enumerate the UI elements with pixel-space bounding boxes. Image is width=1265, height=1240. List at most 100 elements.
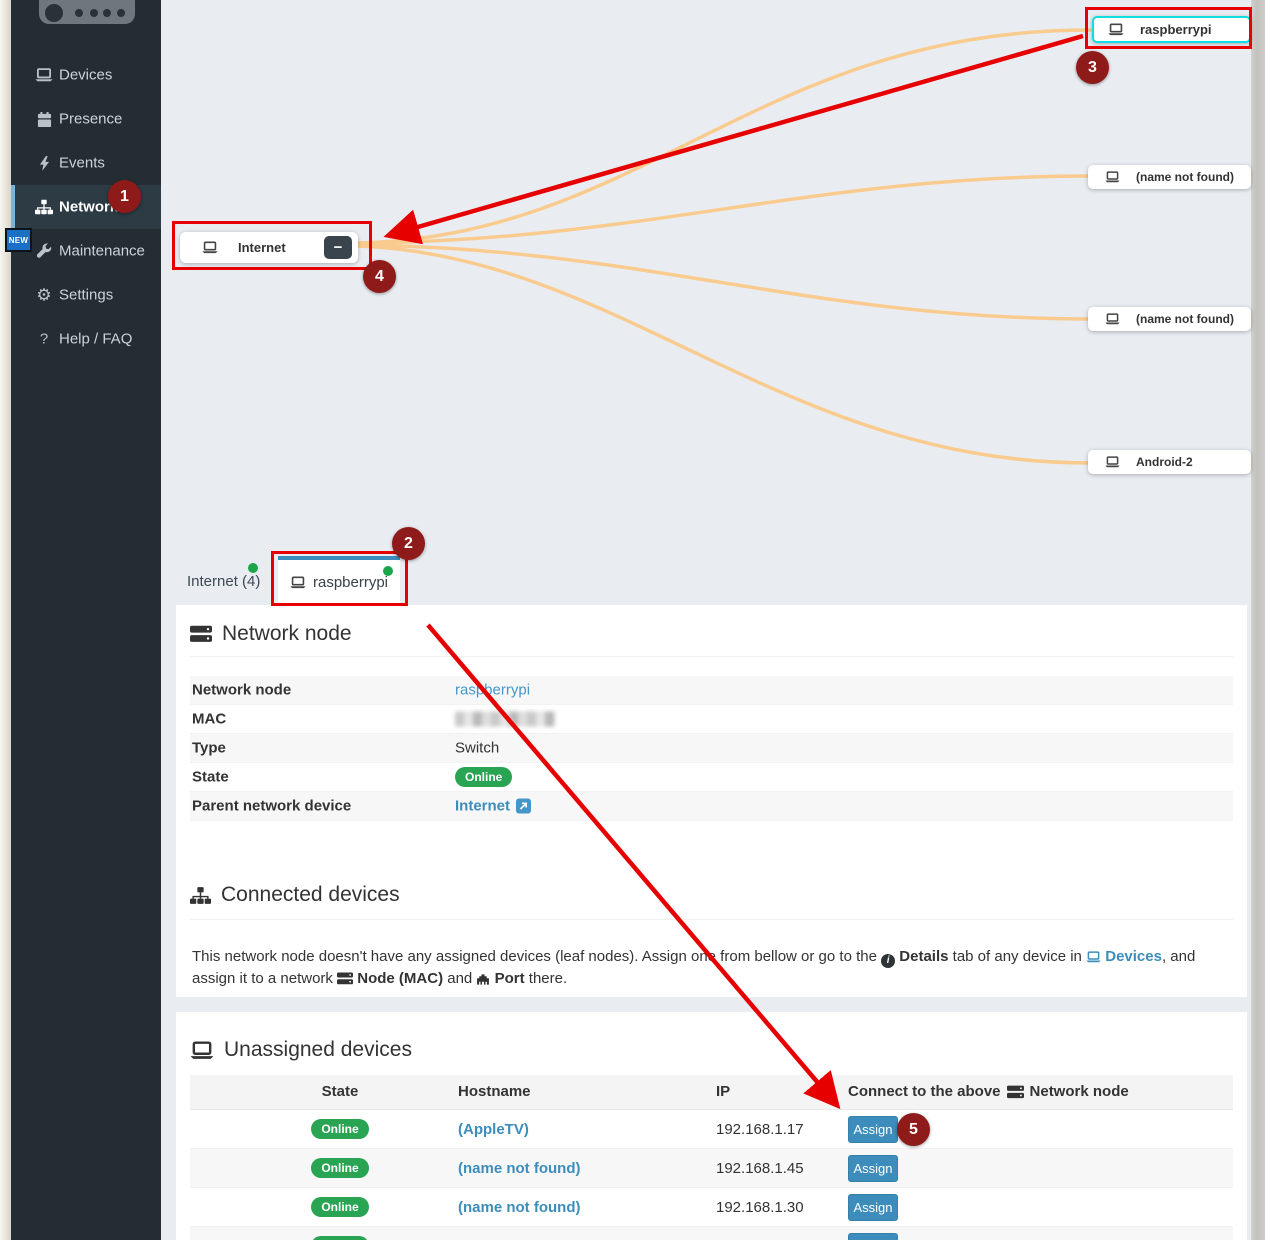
laptop-icon — [1108, 23, 1124, 36]
ip-value: 192.168.1.57 — [716, 1238, 804, 1240]
info-icon: i — [881, 953, 896, 968]
detail-row: State Online — [190, 763, 1233, 792]
tab-label: raspberrypi — [312, 574, 389, 591]
ip-value: 192.168.1.17 — [716, 1121, 804, 1138]
section-title: Connected devices — [221, 883, 400, 906]
connected-devices-header: Connected devices — [190, 883, 400, 907]
laptop-icon — [1105, 456, 1120, 468]
section-title: Network node — [222, 622, 352, 645]
sidebar: Devices Presence Events Network Maintena — [11, 0, 161, 1240]
table-row: Online (AppleTV) 192.168.1.17 Assign — [190, 1110, 1233, 1149]
hostname-link[interactable]: (AppleTV) — [458, 1121, 529, 1138]
topology-node-android-2[interactable]: Android-2 — [1088, 450, 1251, 474]
sitemap-icon — [35, 199, 53, 216]
detail-row: Type Switch — [190, 734, 1233, 763]
wrench-icon — [35, 243, 53, 260]
port-icon — [476, 973, 490, 985]
node-name-link[interactable]: raspberrypi — [455, 681, 531, 699]
laptop-icon — [190, 1041, 214, 1060]
detail-row: Parent network device Internet — [190, 792, 1233, 821]
bolt-icon — [35, 155, 53, 172]
calendar-icon — [35, 111, 53, 128]
laptop-icon — [35, 67, 53, 84]
node-label: Android-2 — [1136, 455, 1193, 469]
logo-dot — [90, 9, 98, 17]
sidebar-item-events[interactable]: Events — [11, 141, 161, 185]
external-link-icon[interactable] — [516, 798, 532, 814]
hostname-link[interactable]: (name not found) — [458, 1199, 581, 1216]
detail-label: Parent network device — [192, 797, 352, 815]
sidebar-item-label: Network — [59, 198, 119, 216]
table-header: State Hostname IP Connect to the above N… — [190, 1075, 1233, 1110]
new-feature-badge: NEW — [5, 228, 32, 252]
table-row: Online (name not found) 192.168.1.45 Ass… — [190, 1149, 1233, 1188]
sidebar-item-presence[interactable]: Presence — [11, 97, 161, 141]
hostname-link[interactable]: (name not found) — [458, 1160, 581, 1177]
assign-button[interactable]: Assign — [848, 1194, 898, 1221]
sidebar-item-label: Events — [59, 154, 105, 172]
assign-button[interactable]: Assign — [848, 1116, 898, 1143]
topology-node-internet[interactable]: Internet − — [180, 232, 358, 263]
gear-icon: ⚙ — [36, 285, 52, 304]
column-state: State — [321, 1083, 359, 1100]
sidebar-item-label: Presence — [59, 110, 123, 128]
detail-label: Type — [192, 739, 226, 757]
laptop-icon — [1086, 951, 1101, 963]
table-row: Online (name not found) 192.168.1.30 Ass… — [190, 1188, 1233, 1227]
network-node-card: Network node Network node raspberrypi MA… — [176, 605, 1247, 997]
table-row: Online (name not found) 192.168.1.57 Ass… — [190, 1227, 1233, 1240]
sidebar-item-maintenance[interactable]: Maintenance — [11, 229, 161, 273]
devices-link[interactable]: Devices — [1105, 948, 1162, 965]
detail-label: State — [192, 768, 229, 786]
parent-device-link[interactable]: Internet — [455, 797, 511, 815]
sidebar-item-label: Help / FAQ — [59, 330, 133, 348]
detail-label: Network node — [192, 681, 292, 699]
topology-edges — [356, 28, 1092, 465]
tab-internet[interactable]: Internet (4) — [187, 573, 261, 590]
server-icon — [337, 972, 354, 985]
section-title: Unassigned devices — [224, 1038, 412, 1061]
online-dot — [248, 563, 258, 573]
unassigned-devices-header: Unassigned devices — [190, 1038, 412, 1062]
annotation-marker-3: 3 — [1076, 51, 1109, 84]
divider — [190, 656, 1233, 657]
sidebar-item-label: Settings — [59, 286, 114, 304]
page-texture-left — [0, 0, 11, 1240]
column-connect: Connect to the above Network node — [848, 1083, 1129, 1100]
assign-button[interactable]: Assign — [848, 1155, 898, 1182]
network-node-header: Network node — [190, 622, 352, 646]
server-icon — [190, 625, 212, 643]
assign-button[interactable]: Assign — [848, 1233, 898, 1240]
column-hostname: Hostname — [458, 1083, 531, 1100]
topology-node-unnamed-2[interactable]: (name not found) — [1088, 307, 1251, 331]
ip-value: 192.168.1.30 — [716, 1199, 804, 1216]
topology-node-unnamed-1[interactable]: (name not found) — [1088, 165, 1251, 189]
topology-node-raspberrypi[interactable]: raspberrypi — [1092, 16, 1251, 43]
laptop-icon — [202, 241, 218, 254]
detail-row: Network node raspberrypi — [190, 676, 1233, 705]
tab-raspberrypi[interactable]: raspberrypi — [278, 556, 400, 605]
logo-dot — [103, 9, 111, 17]
no-assigned-devices-text: This network node doesn't have any assig… — [192, 948, 1196, 987]
hostname-link[interactable]: (name not found) — [458, 1238, 580, 1240]
sidebar-item-help-faq[interactable]: ? Help / FAQ — [11, 317, 161, 361]
sidebar-item-settings[interactable]: ⚙ Settings — [11, 273, 161, 317]
collapse-node-button[interactable]: − — [324, 236, 352, 259]
app-logo — [39, 0, 135, 24]
annotation-marker-5: 5 — [897, 1113, 930, 1146]
node-label: (name not found) — [1136, 170, 1234, 184]
sidebar-item-devices[interactable]: Devices — [11, 53, 161, 97]
node-label: (name not found) — [1136, 312, 1234, 326]
annotation-marker-2: 2 — [392, 527, 425, 560]
laptop-icon — [290, 576, 306, 589]
page-texture-right — [1251, 0, 1265, 1240]
sidebar-item-label: Maintenance — [59, 242, 145, 260]
sitemap-icon — [190, 886, 211, 904]
logo-dot — [45, 4, 63, 22]
status-badge: Online — [311, 1119, 369, 1139]
divider — [190, 919, 1233, 920]
server-icon — [1006, 1085, 1024, 1099]
sidebar-item-label: Devices — [59, 66, 113, 84]
status-badge: Online — [311, 1158, 369, 1178]
